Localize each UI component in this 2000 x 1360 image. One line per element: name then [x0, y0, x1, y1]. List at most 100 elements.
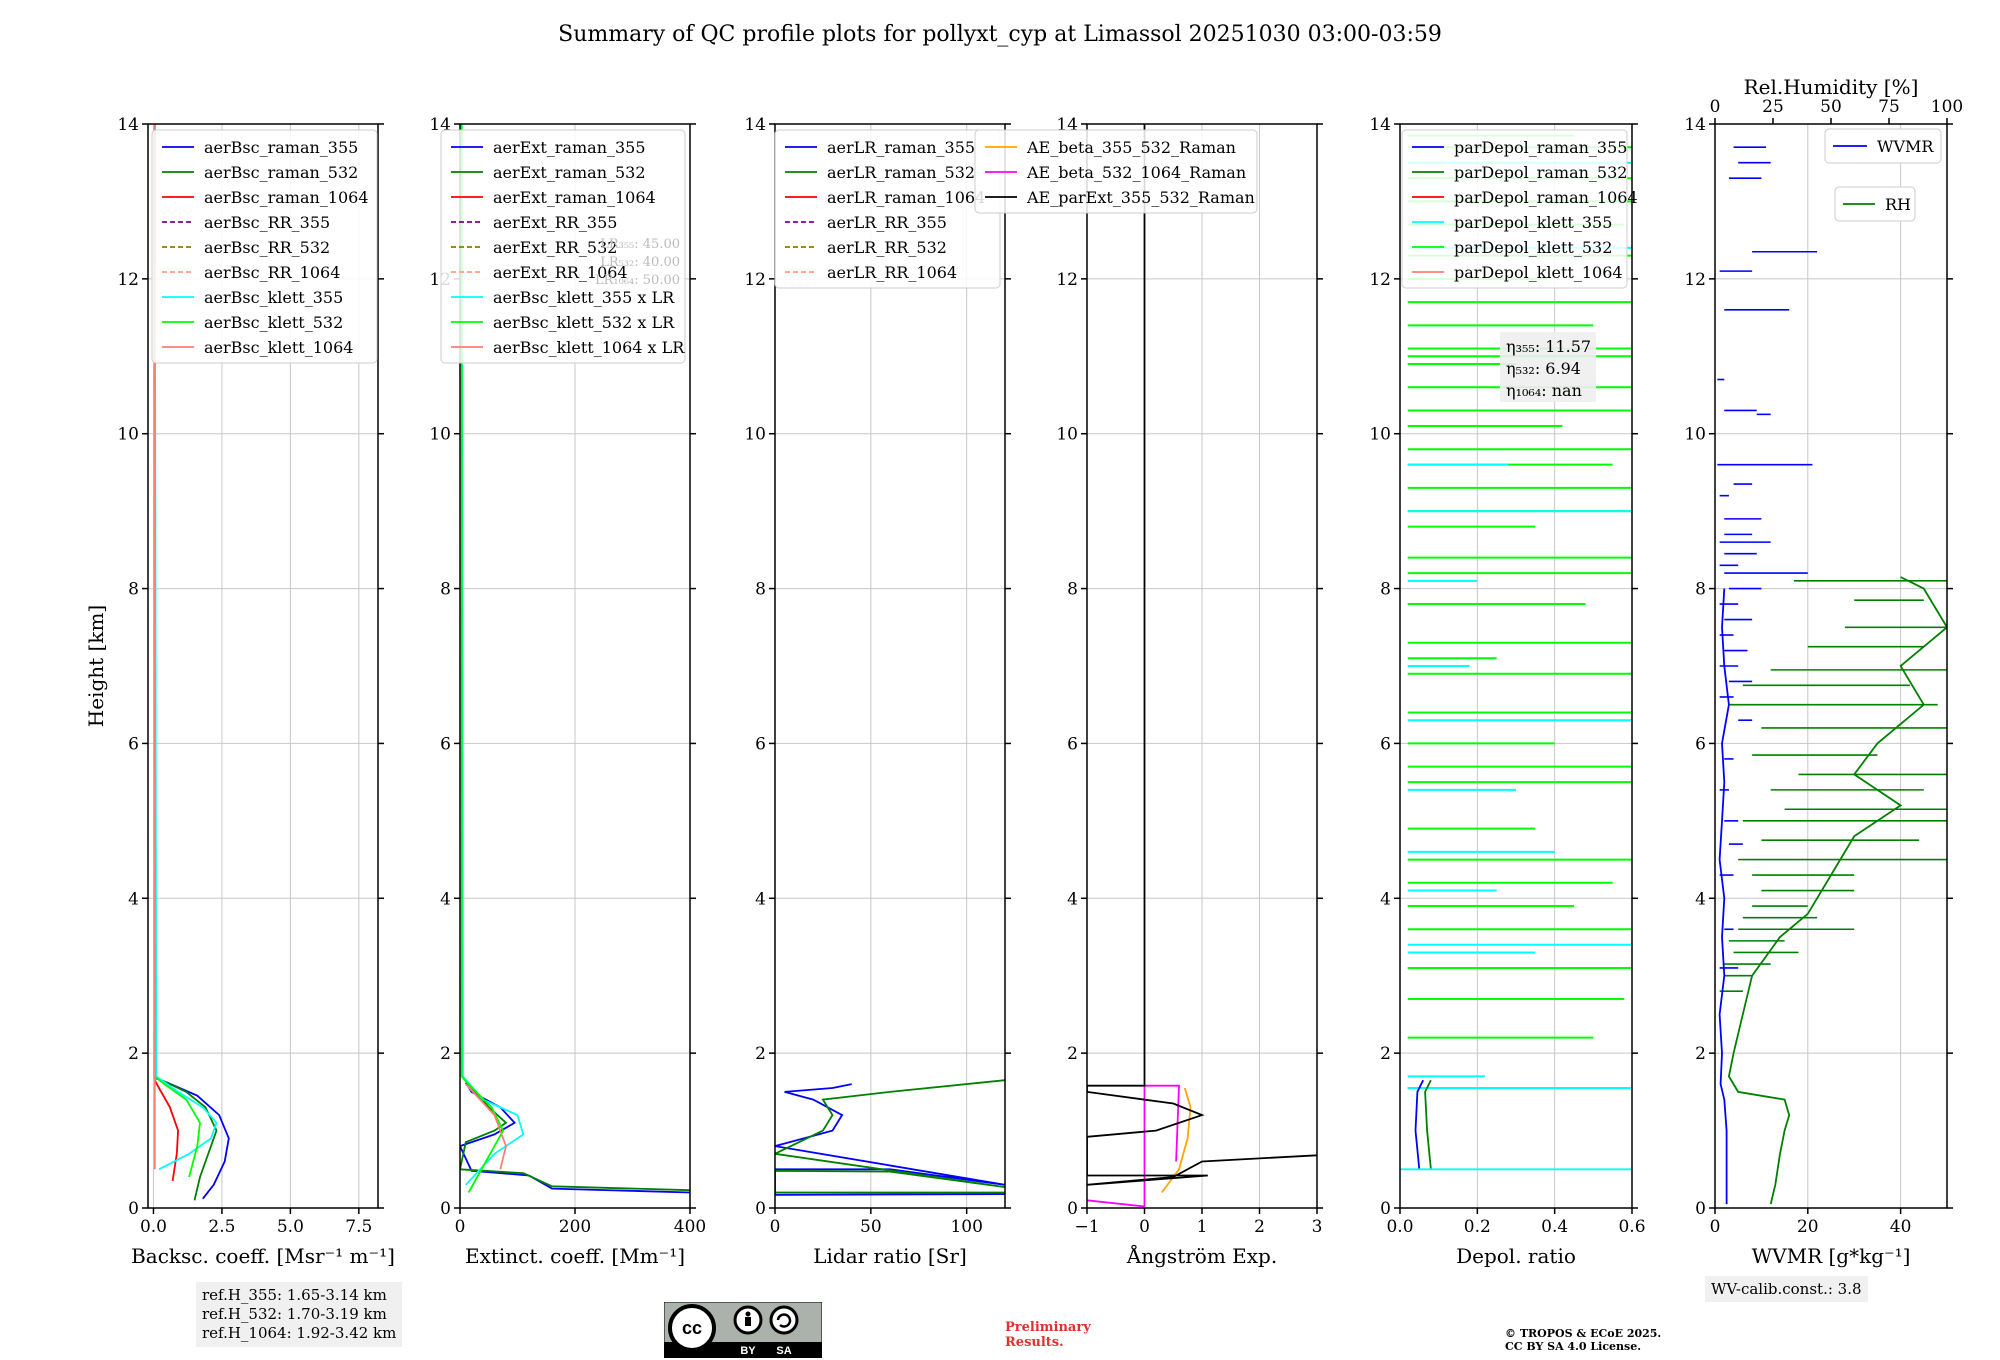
- legend-label: aerBsc_klett_1064 x LR: [493, 338, 685, 357]
- y-tick-label: 2: [1695, 1044, 1706, 1064]
- legend-label: AE_beta_532_1064_Raman: [1026, 163, 1246, 182]
- legend-label: aerBsc_klett_532 x LR: [493, 313, 675, 332]
- legend-label: parDepol_raman_532: [1454, 163, 1627, 182]
- series-line-aerLR_raman_355: [775, 1083, 1005, 1196]
- legend-label: aerExt_RR_355: [493, 213, 617, 232]
- y-tick-label: 6: [128, 734, 139, 754]
- legend-label: aerBsc_raman_1064: [204, 188, 369, 207]
- series-line-aerBsc_klett_355: [153, 124, 218, 1171]
- plot-area-depol: [1400, 134, 1632, 1171]
- eta-annotation: η₁₀₆₄: nan: [1506, 381, 1582, 400]
- y-tick-label: 10: [1369, 425, 1391, 445]
- y-tick-label: 4: [440, 889, 451, 909]
- series-line-aerBsc_raman_1064: [154, 1079, 180, 1182]
- eta-annotation: η₃₅₅: 11.57: [1506, 337, 1591, 356]
- preliminary-line-1: Preliminary: [1005, 1320, 1091, 1335]
- legend-label: AE_parExt_355_532_Raman: [1026, 188, 1255, 207]
- legend-label: aerBsc_RR_355: [204, 213, 330, 232]
- lidar-ratio-annotation: LR₅₃₂: 40.00: [600, 255, 680, 270]
- y-tick-label: 14: [1684, 115, 1706, 135]
- y-tick-label: 10: [1684, 425, 1706, 445]
- y-tick-label: 4: [128, 889, 139, 909]
- legend-label: aerLR_RR_1064: [827, 263, 957, 282]
- ref-height-532: ref.H_532: 1.70-3.19 km: [202, 1305, 387, 1323]
- legend-label: WVMR: [1877, 137, 1934, 156]
- series-line-WVMR: [1718, 588, 1730, 1205]
- copyright-line-2: CC BY SA 4.0 License.: [1505, 1340, 1642, 1353]
- legend-label: parDepol_raman_1064: [1454, 188, 1638, 207]
- plot-area-lr: [775, 1079, 1005, 1196]
- share-alike-icon: [769, 1305, 799, 1335]
- y-tick-label: 4: [1695, 889, 1706, 909]
- x-axis-label: Backsc. coeff. [Msr⁻¹ m⁻¹]: [131, 1244, 395, 1268]
- x-tick-label: 0: [455, 1217, 466, 1237]
- plot-area-ext: [460, 124, 690, 1194]
- legend-label: aerLR_RR_355: [827, 213, 947, 232]
- plot-area-wv: [1717, 146, 1947, 1205]
- y-tick-label: 2: [1380, 1044, 1391, 1064]
- y-tick-label: 12: [117, 270, 139, 290]
- legend-label: aerBsc_raman_532: [204, 163, 358, 182]
- legend-label: aerExt_RR_1064: [493, 263, 628, 282]
- y-tick-label: 2: [755, 1044, 766, 1064]
- axes-frame: [1399, 123, 1633, 1209]
- legend-label: aerExt_raman_355: [493, 138, 646, 157]
- legend-label: aerExt_raman_532: [493, 163, 646, 182]
- y-tick-label: 14: [744, 115, 766, 135]
- cc-icon: [668, 1304, 716, 1352]
- y-tick-label: 8: [440, 580, 451, 600]
- legend-label: aerExt_raman_1064: [493, 188, 656, 207]
- y-tick-label: 12: [1684, 270, 1706, 290]
- legend-wv: WVMR RH: [1824, 128, 1942, 222]
- x-tick-label: 0.0: [1386, 1217, 1413, 1237]
- axes-frame: [147, 123, 379, 1209]
- copyright-line-1: © TROPOS & ECoE 2025.: [1505, 1327, 1662, 1340]
- y-tick-label: 0: [1695, 1199, 1706, 1219]
- legend-box: [1824, 128, 1942, 164]
- x-tick-label: 0.0: [140, 1217, 167, 1237]
- y-tick-label: 4: [755, 889, 766, 909]
- legend-depol: parDepol_raman_355 parDepol_raman_532 parD…: [1401, 129, 1638, 289]
- x-tick-label: 0.4: [1541, 1217, 1568, 1237]
- series-line-aerBsc_klett_1064 x LR: [465, 1083, 507, 1170]
- ref-height-1064: ref.H_1064: 1.92-3.42 km: [202, 1324, 397, 1342]
- panel-lr: 0 2 4 6 8 10 12 14 0 50 100 Lidar ratio [Sr] aerLR_r…: [744, 115, 1011, 1268]
- top-x-tick-label: 100: [1931, 97, 1963, 117]
- x-tick-label: 100: [950, 1217, 982, 1237]
- series-line-aerLR_raman_532: [775, 1079, 1005, 1194]
- y-axis-label: Height [km]: [84, 605, 108, 727]
- y-tick-label: 0: [1380, 1199, 1391, 1219]
- eta-box: [1500, 332, 1596, 402]
- legend-label: parDepol_klett_1064: [1454, 263, 1623, 282]
- y-tick-label: 2: [128, 1044, 139, 1064]
- y-tick-label: 8: [1380, 580, 1391, 600]
- x-axis-label: Ångström Exp.: [1126, 1243, 1277, 1268]
- y-tick-label: 6: [755, 734, 766, 754]
- legend-label: RH: [1885, 195, 1911, 214]
- legend-label: aerLR_raman_532: [827, 163, 975, 182]
- by-label: BY: [740, 1345, 756, 1357]
- series-line-aerBsc_klett_532 x LR: [460, 124, 505, 1193]
- legend-label: parDepol_klett_355: [1454, 213, 1612, 232]
- y-tick-label: 10: [429, 425, 451, 445]
- y-tick-label: 10: [744, 425, 766, 445]
- y-tick-label: 14: [1369, 115, 1391, 135]
- y-tick-label: 8: [128, 580, 139, 600]
- top-axis-label: Rel.Humidity [%]: [1744, 75, 1919, 99]
- legend-label: aerBsc_klett_532: [204, 313, 343, 332]
- legend-label: aerLR_raman_355: [827, 138, 975, 157]
- y-tick-label: 6: [440, 734, 451, 754]
- y-tick-label: 10: [1056, 425, 1078, 445]
- x-axis-label: Extinct. coeff. [Mm⁻¹]: [465, 1244, 685, 1268]
- plot-area-ae: [1087, 124, 1317, 1208]
- series-line-RH: [1727, 576, 1947, 1205]
- legend-label: aerBsc_RR_1064: [204, 263, 340, 282]
- series-line-parDepol_raman_532: [1424, 1079, 1432, 1170]
- legend-label: aerBsc_klett_355 x LR: [493, 288, 675, 307]
- axes-frame: [774, 123, 1006, 1209]
- legend-label: aerBsc_klett_1064: [204, 338, 353, 357]
- x-tick-label: 0: [770, 1217, 781, 1237]
